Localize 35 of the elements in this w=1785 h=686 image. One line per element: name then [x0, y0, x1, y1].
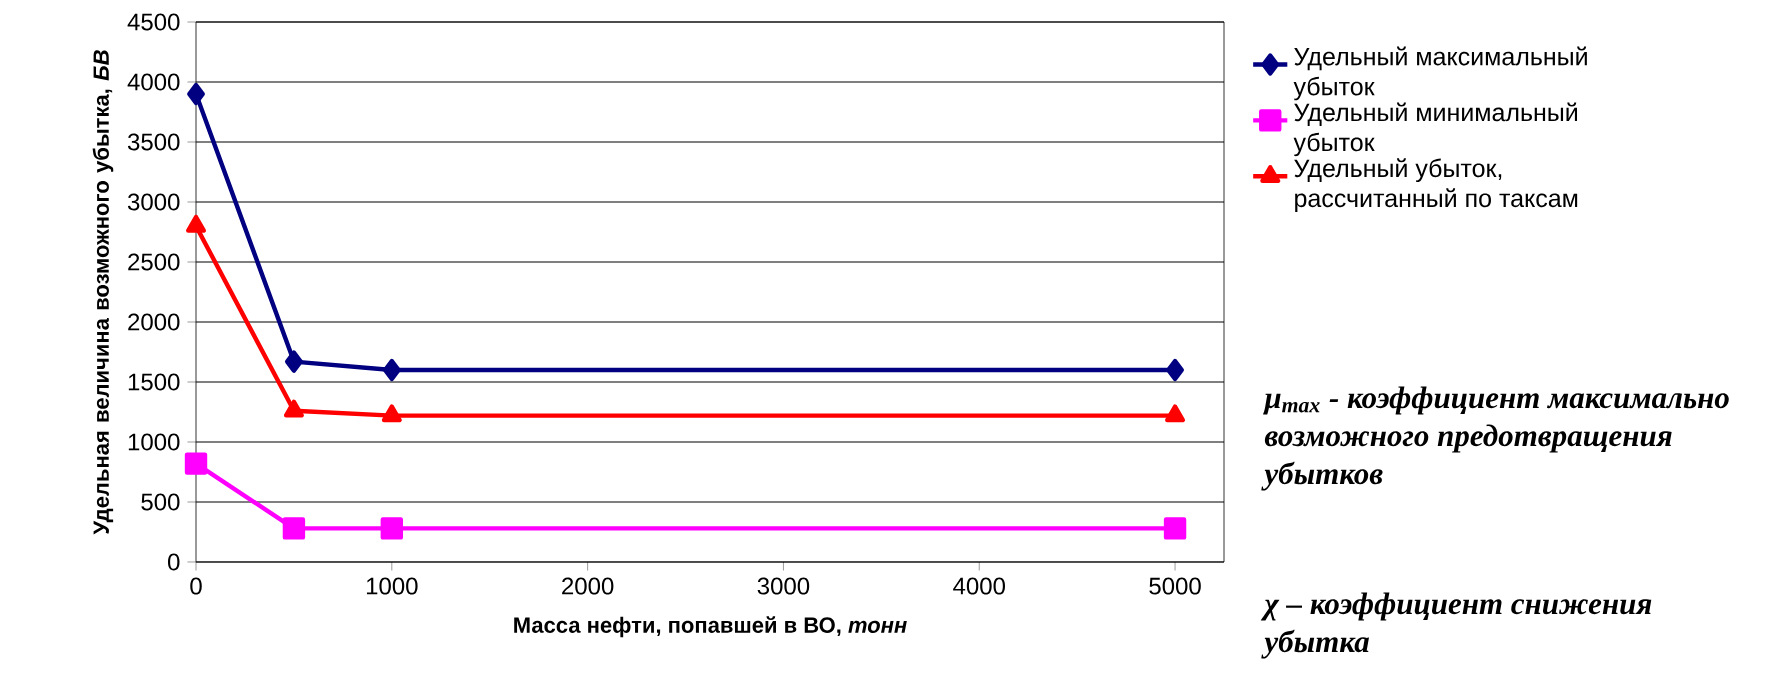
y-tick-label: 3500 — [127, 133, 180, 151]
y-tick-label: 2000 — [128, 313, 180, 331]
y-tick-label: 1000 — [128, 433, 180, 451]
x-tick-label: 0 — [190, 577, 202, 595]
point — [380, 517, 404, 540]
legend-label: Удельный максимальный убыток — [1293, 46, 1587, 101]
point — [382, 358, 401, 382]
y-tick-label: 4500 — [127, 13, 180, 31]
x-tick-label: 4000 — [953, 577, 1005, 595]
point — [187, 82, 205, 106]
point — [1163, 517, 1187, 540]
point — [381, 404, 402, 423]
y-tick-label: 4000 — [127, 73, 180, 91]
legend-label: Удельный убыток, рассчитанный по таксам — [1294, 158, 1578, 213]
point — [284, 350, 303, 373]
y-tick-label: 500 — [141, 493, 180, 511]
legend-label: Удельный минимальный убыток — [1293, 102, 1578, 157]
point — [1165, 404, 1186, 423]
x-tick-label: 3000 — [757, 577, 810, 595]
y-tick-label: 0 — [168, 553, 180, 571]
point — [186, 214, 207, 233]
x-tick-label: 2000 — [562, 577, 614, 595]
y-tick-label: 1500 — [128, 373, 180, 391]
y-axis-title: Удельная величина возможного убытка, БВ — [92, 50, 114, 535]
point — [184, 452, 208, 475]
y-tick-label: 2500 — [128, 253, 180, 271]
x-axis-title: Масса нефти, попавшей в ВО, тонн — [514, 616, 907, 638]
x-tick-label: 5000 — [1149, 577, 1201, 595]
point — [282, 517, 306, 540]
point — [1166, 358, 1184, 382]
point — [283, 399, 304, 418]
x-tick-label: 1000 — [366, 577, 418, 595]
text: χ – коэффициент снижения убытка — [1260, 592, 1652, 659]
text: μ$_{max}$ - коэффициент максимально возможного предотвращения убытков — [1261, 386, 1729, 491]
y-tick-label: 3000 — [127, 193, 180, 211]
